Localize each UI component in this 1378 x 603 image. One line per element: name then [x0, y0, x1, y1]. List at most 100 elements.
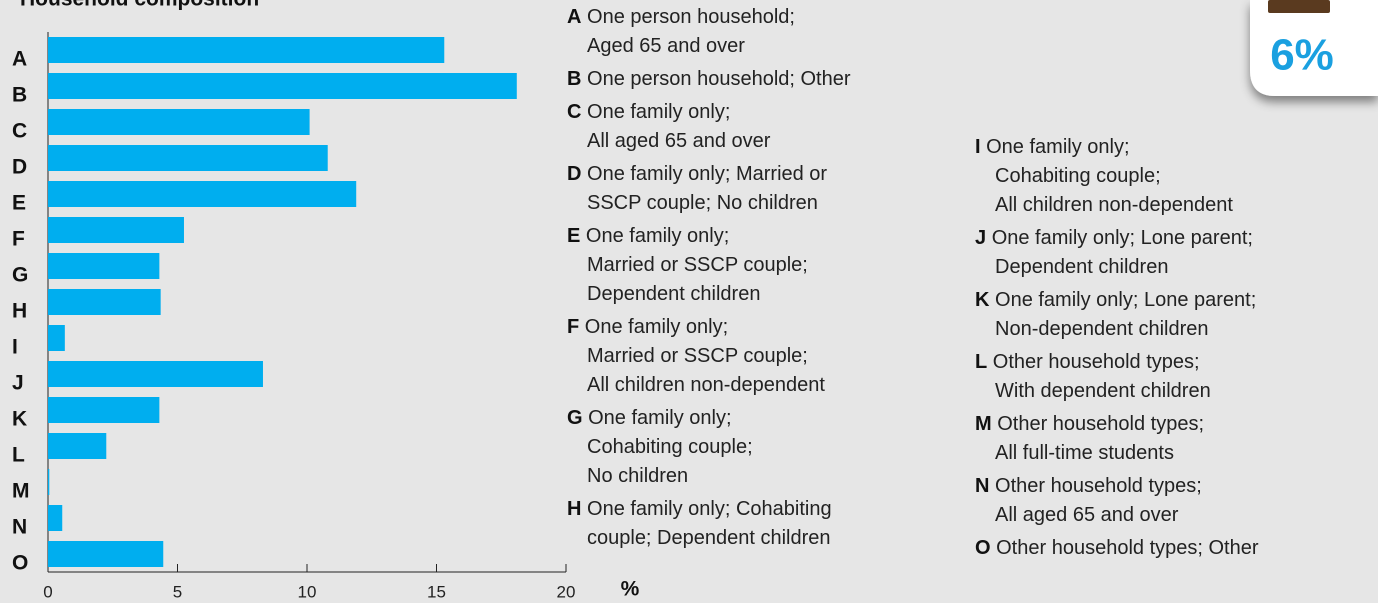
y-tick-label: C — [12, 120, 27, 143]
legend-key: K — [975, 289, 990, 311]
legend-line: Married or SSCP couple; — [587, 254, 808, 276]
bar — [48, 289, 161, 315]
legend-line: Dependent children — [587, 283, 760, 305]
legend-line: M Other household types; — [975, 413, 1204, 435]
tab — [1268, 0, 1330, 13]
x-tick-label: 0 — [43, 582, 52, 601]
legend-text: Other household types; — [995, 475, 1202, 497]
y-tick-label: D — [12, 156, 27, 179]
y-tick-label: L — [12, 444, 25, 467]
legend-key: M — [975, 413, 992, 435]
legend-text: One family only; — [588, 407, 731, 429]
legend-key: C — [567, 101, 581, 123]
legend-line: H One family only; Cohabiting — [567, 498, 832, 520]
legend-key: O — [975, 537, 991, 559]
legend-text: All children non-dependent — [587, 374, 825, 396]
legend-text: All children non-dependent — [995, 194, 1233, 216]
legend-text: All aged 65 and over — [995, 504, 1179, 526]
x-tick-label: 5 — [173, 582, 182, 601]
bar — [48, 469, 50, 495]
legend-line: All full-time students — [995, 442, 1174, 464]
legend-text: One family only; — [586, 225, 729, 247]
legend-text: One person household; Other — [587, 68, 851, 90]
legend-text: One family only; Cohabiting — [587, 498, 832, 520]
legend-line: Non-dependent children — [995, 318, 1209, 340]
bar — [48, 145, 328, 171]
legend-line: G One family only; — [567, 407, 732, 429]
legend-key: I — [975, 136, 981, 158]
legend-key: L — [975, 351, 987, 373]
legend-line: I One family only; — [975, 136, 1130, 158]
legend-key: J — [975, 227, 986, 249]
highlight-card: 6% — [1250, 0, 1378, 96]
bar — [48, 109, 310, 135]
bar — [48, 541, 164, 567]
x-tick-label: 15 — [427, 582, 446, 601]
bar — [48, 325, 65, 351]
bar — [48, 433, 107, 459]
legend-line: Aged 65 and over — [587, 35, 745, 57]
chart-title: Household composition — [20, 0, 259, 11]
legend-line: B One person household; Other — [567, 68, 851, 90]
y-tick-label: G — [12, 264, 28, 287]
y-tick-label: F — [12, 228, 25, 251]
legend-key: D — [567, 163, 581, 185]
legend-line: Cohabiting couple; — [995, 165, 1161, 187]
legend-text: Other household types; Other — [996, 537, 1259, 559]
legend-line: All aged 65 and over — [995, 504, 1179, 526]
legend-line: K One family only; Lone parent; — [975, 289, 1256, 311]
legend-line: SSCP couple; No children — [587, 192, 818, 214]
legend-text: Non-dependent children — [995, 318, 1209, 340]
y-tick-label: A — [12, 48, 27, 71]
legend-line: All children non-dependent — [995, 194, 1233, 216]
legend-key: F — [567, 316, 579, 338]
legend-text: SSCP couple; No children — [587, 192, 818, 214]
bar — [48, 73, 517, 99]
legend-text: Dependent children — [587, 283, 760, 305]
legend-line: Dependent children — [995, 256, 1168, 278]
bar — [48, 217, 184, 243]
bar — [48, 505, 63, 531]
y-tick-label: E — [12, 192, 26, 215]
legend-text: Dependent children — [995, 256, 1168, 278]
legend-key: B — [567, 68, 581, 90]
legend-line: E One family only; — [567, 225, 729, 247]
legend-line: Cohabiting couple; — [587, 436, 753, 458]
legend-text: Other household types; — [993, 351, 1200, 373]
legend-text: Married or SSCP couple; — [587, 254, 808, 276]
legend-text: Married or SSCP couple; — [587, 345, 808, 367]
legend-text: Cohabiting couple; — [995, 165, 1161, 187]
legend-line: D One family only; Married or — [567, 163, 827, 185]
x-axis-label: % — [621, 578, 640, 601]
legend-text: With dependent children — [995, 380, 1211, 402]
legend-key: A — [567, 6, 581, 28]
y-tick-label: N — [12, 516, 27, 539]
legend-line: Married or SSCP couple; — [587, 345, 808, 367]
y-tick-label: M — [12, 480, 30, 503]
legend-text: couple; Dependent children — [587, 527, 831, 549]
legend-line: C One family only; — [567, 101, 730, 123]
legend-line: All children non-dependent — [587, 374, 825, 396]
legend-text: All full-time students — [995, 442, 1174, 464]
legend-line: F One family only; — [567, 316, 728, 338]
legend-line: couple; Dependent children — [587, 527, 831, 549]
bar — [48, 37, 445, 63]
x-tick-label: 10 — [298, 582, 317, 601]
legend-text: No children — [587, 465, 688, 487]
legend-line: With dependent children — [995, 380, 1211, 402]
y-tick-label: B — [12, 84, 27, 107]
y-tick-label: H — [12, 300, 27, 323]
bar — [48, 253, 160, 279]
x-tick-label: 20 — [557, 582, 576, 601]
card — [1250, 0, 1378, 96]
y-tick-label: I — [12, 336, 18, 359]
legend-text: One family only; Lone parent; — [995, 289, 1256, 311]
legend-key: E — [567, 225, 580, 247]
bar — [48, 361, 263, 387]
y-tick-label: O — [12, 552, 28, 575]
legend-text: One family only; Lone parent; — [992, 227, 1253, 249]
y-tick-label: K — [12, 408, 27, 431]
legend-line: L Other household types; — [975, 351, 1200, 373]
legend-line: J One family only; Lone parent; — [975, 227, 1253, 249]
